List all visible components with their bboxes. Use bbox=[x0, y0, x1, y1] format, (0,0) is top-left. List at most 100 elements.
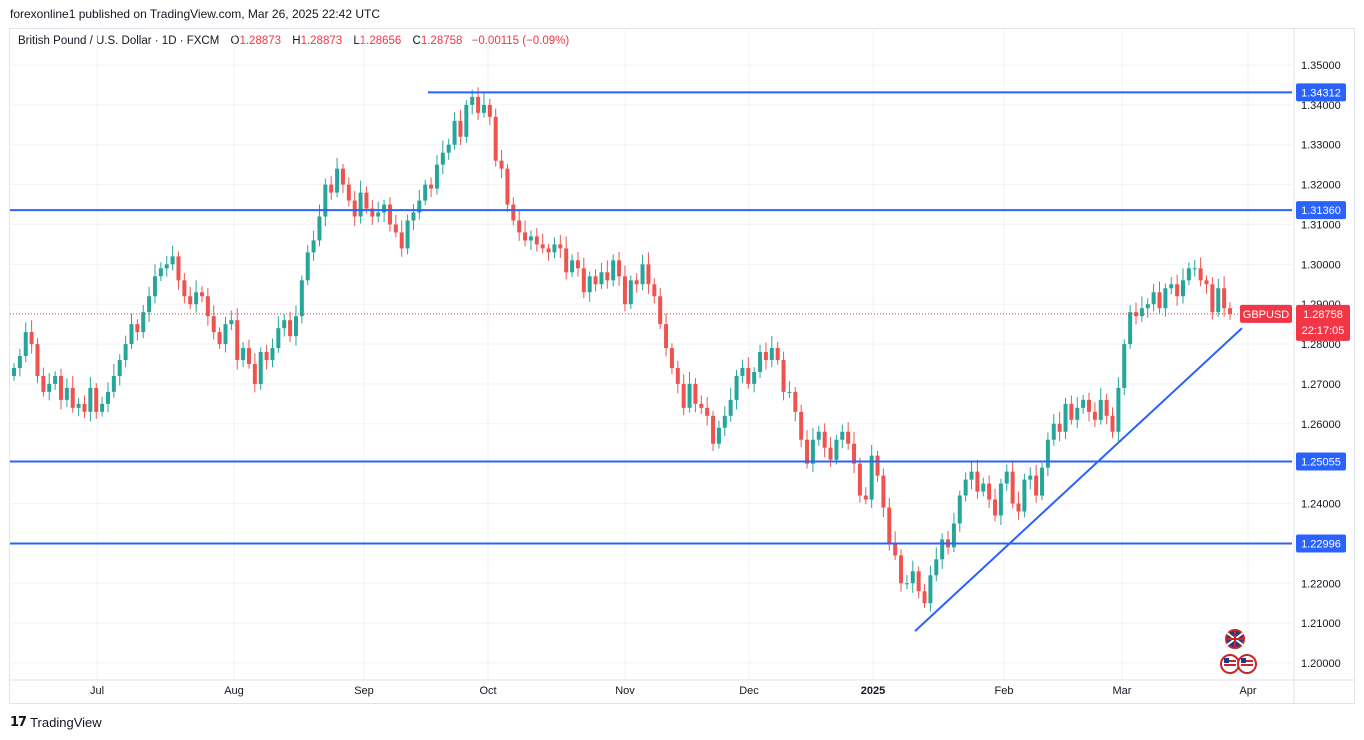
candle-body bbox=[399, 232, 404, 249]
y-tick-label: 1.30000 bbox=[1301, 259, 1341, 271]
candle-body bbox=[1004, 471, 1009, 484]
gb-flag-icon[interactable] bbox=[1222, 629, 1248, 649]
candle-body bbox=[246, 348, 251, 364]
chart-frame bbox=[9, 28, 1355, 704]
us-flag-icon[interactable] bbox=[1218, 654, 1260, 674]
candle-body bbox=[628, 280, 633, 305]
candle-body bbox=[1216, 288, 1221, 313]
candle-body bbox=[564, 248, 569, 273]
candle-body bbox=[957, 495, 962, 524]
candle-body bbox=[922, 591, 927, 604]
candle-body bbox=[76, 403, 81, 408]
candle-body bbox=[558, 244, 563, 249]
candle-body bbox=[840, 431, 845, 440]
candle-body bbox=[1198, 268, 1203, 281]
candle-body bbox=[152, 276, 157, 297]
level-price-tag bbox=[1296, 201, 1346, 220]
candle-body bbox=[411, 212, 416, 221]
candle-body bbox=[975, 471, 980, 492]
legend-high: 1.28873 bbox=[300, 35, 343, 47]
countdown-label: 22:17:05 bbox=[1302, 325, 1345, 337]
y-tick-label: 1.35000 bbox=[1301, 60, 1341, 72]
candle-body bbox=[487, 104, 492, 117]
candle-body bbox=[217, 332, 222, 345]
x-tick-label: 2025 bbox=[861, 685, 885, 697]
candle-body bbox=[329, 184, 334, 193]
candle-body bbox=[528, 236, 533, 241]
x-tick-label: Aug bbox=[224, 685, 244, 697]
candle-body bbox=[100, 403, 105, 412]
current-price-label: 1.28758 bbox=[1303, 309, 1343, 321]
level-price-tag bbox=[1296, 83, 1346, 102]
candle-body bbox=[434, 164, 439, 189]
candle-body bbox=[147, 296, 152, 313]
candle-body bbox=[1157, 292, 1162, 309]
candle-body bbox=[241, 348, 246, 361]
y-tick-label: 1.21000 bbox=[1301, 618, 1341, 630]
symbol-tag bbox=[1240, 304, 1292, 323]
footer-brand[interactable]: TradingView bbox=[30, 714, 102, 730]
candle-body bbox=[916, 571, 921, 592]
candle-body bbox=[622, 276, 627, 305]
candle-body bbox=[382, 204, 387, 213]
candle-body bbox=[17, 356, 22, 368]
candle-body bbox=[863, 495, 868, 500]
candle-body bbox=[1051, 423, 1056, 440]
candle-body bbox=[1098, 399, 1103, 420]
candle-body bbox=[41, 375, 46, 392]
candle-body bbox=[1063, 403, 1068, 432]
candle-body bbox=[904, 583, 909, 585]
y-tick-label: 1.27000 bbox=[1301, 379, 1341, 391]
candle-body bbox=[264, 352, 269, 361]
candle-body bbox=[634, 280, 639, 285]
candle-body bbox=[857, 463, 862, 496]
candle-body bbox=[893, 543, 898, 556]
level-price-label: 1.22996 bbox=[1301, 539, 1341, 551]
candle-body bbox=[940, 539, 945, 560]
candle-body bbox=[182, 280, 187, 297]
candle-body bbox=[834, 439, 839, 460]
candle-body bbox=[969, 471, 974, 480]
y-tick-label: 1.24000 bbox=[1301, 499, 1341, 511]
publish-caption: forexonline1 published on TradingView.co… bbox=[10, 7, 381, 21]
candle-body bbox=[317, 216, 322, 241]
candle-body bbox=[981, 483, 986, 492]
footer: 𝟭𝟳 TradingView bbox=[10, 714, 102, 730]
x-tick-label: Sep bbox=[354, 685, 374, 697]
candle-body bbox=[170, 256, 175, 265]
legend-symbol[interactable]: British Pound / U.S. Dollar · 1D · FXCM bbox=[18, 35, 220, 47]
candle-body bbox=[188, 296, 193, 305]
candle-body bbox=[1186, 268, 1191, 281]
candle-body bbox=[464, 104, 469, 137]
candle-body bbox=[1192, 268, 1197, 270]
candle-body bbox=[53, 375, 58, 384]
candle-body bbox=[575, 260, 580, 269]
candle-body bbox=[752, 371, 757, 384]
candle-body bbox=[1163, 288, 1168, 309]
candle-body bbox=[734, 375, 739, 400]
x-tick-label: Mar bbox=[1113, 685, 1132, 697]
candle-body bbox=[94, 387, 99, 412]
candle-body bbox=[1181, 280, 1186, 297]
candle-body bbox=[1175, 284, 1180, 297]
candle-body bbox=[646, 264, 651, 285]
x-tick-label: Dec bbox=[739, 685, 759, 697]
legend-change: −0.00115 (−0.09%) bbox=[471, 35, 570, 47]
candle-body bbox=[540, 244, 545, 249]
candle-body bbox=[775, 348, 780, 361]
candle-body bbox=[587, 276, 592, 293]
candle-body bbox=[822, 431, 827, 448]
candle-body bbox=[387, 204, 392, 225]
candle-body bbox=[1222, 288, 1227, 309]
tradingview-logo-icon[interactable]: 𝟭𝟳 bbox=[10, 714, 27, 729]
candle-body bbox=[293, 316, 298, 337]
candle-body bbox=[223, 324, 228, 345]
candle-body bbox=[758, 352, 763, 372]
level-price-tag bbox=[1296, 534, 1346, 553]
candle-body bbox=[29, 332, 34, 345]
candle-body bbox=[711, 415, 716, 444]
candle-body bbox=[276, 328, 281, 349]
legend-high-label: H bbox=[292, 35, 301, 47]
candle-body bbox=[164, 264, 169, 269]
